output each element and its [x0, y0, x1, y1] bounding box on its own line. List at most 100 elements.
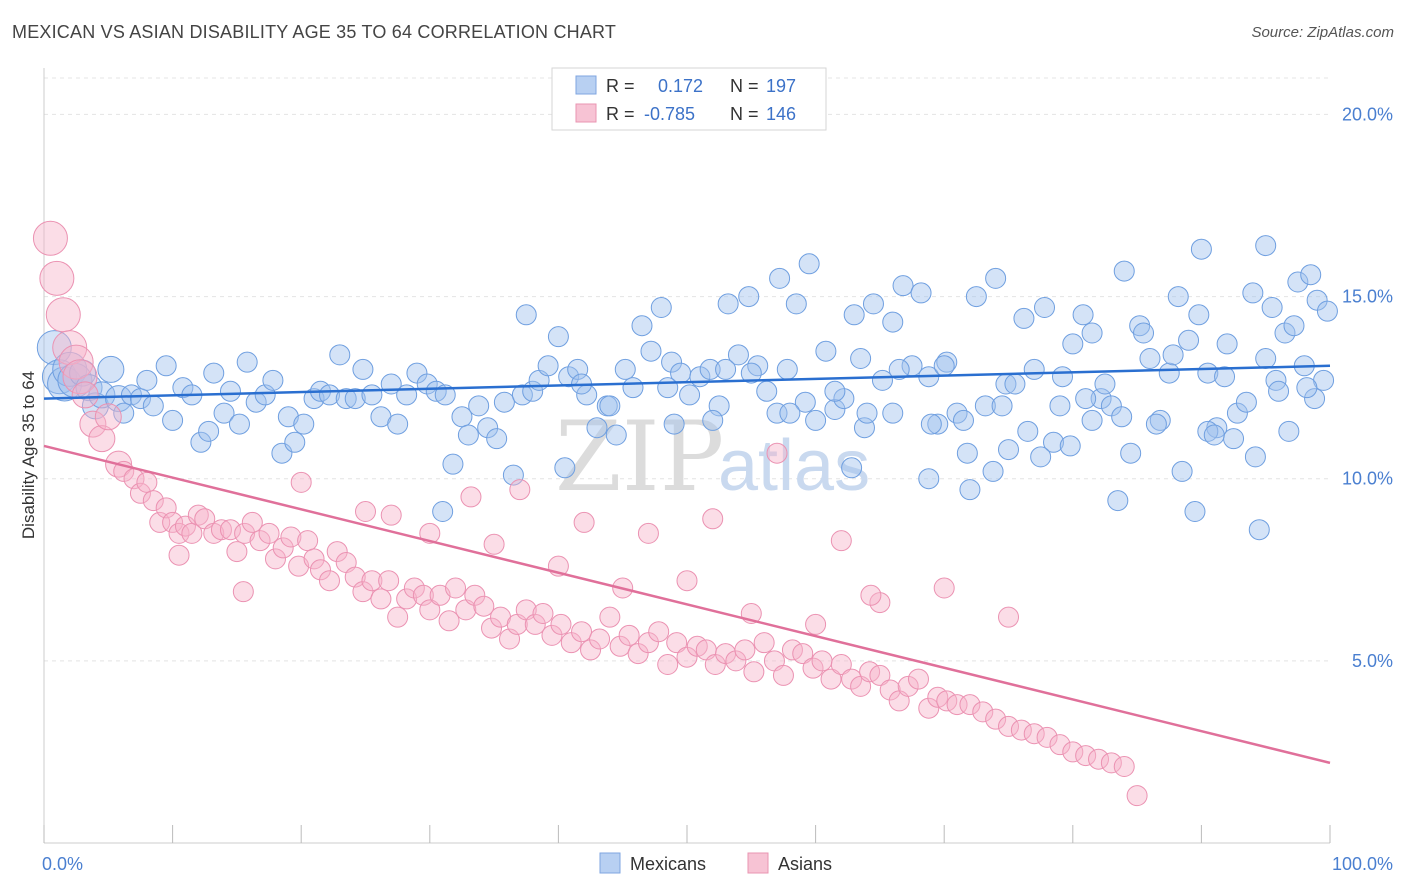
mexican-point [779, 402, 801, 424]
legend-n-label: N = [730, 104, 759, 124]
mexican-point [1034, 297, 1056, 318]
mexican-point [1120, 442, 1142, 464]
asian-point [249, 530, 271, 552]
asian-point [58, 344, 94, 380]
mexican-point [1197, 420, 1219, 442]
mexican-point [1030, 446, 1052, 468]
mexican-point [432, 501, 454, 522]
trend-lines [43, 364, 1331, 765]
mexican-point [387, 413, 409, 435]
mexican-point [1223, 428, 1245, 450]
asian-point [1088, 748, 1110, 770]
mexican-point [344, 388, 366, 410]
asian-point [210, 519, 232, 541]
asian-point [933, 577, 955, 599]
mexican-point [824, 399, 846, 420]
mexican-point [1139, 348, 1161, 369]
asian-point [676, 570, 698, 592]
asian-point [241, 511, 263, 533]
asian-point [618, 624, 640, 646]
asian-point [234, 522, 256, 544]
asian-point [802, 657, 824, 679]
asian-point [1075, 745, 1097, 767]
mexican-point [702, 409, 724, 431]
asian-point [550, 613, 572, 635]
asian-point [219, 519, 241, 541]
bottom-legend-swatch-mexicans [599, 852, 621, 874]
asian-point [226, 541, 248, 563]
mexican-point [740, 362, 762, 384]
asian-point [52, 330, 88, 366]
mexican-point [738, 286, 760, 308]
mexican-point [1043, 431, 1065, 453]
mexican-point [142, 395, 164, 417]
mexican-point [776, 358, 798, 380]
mexican-point [1059, 435, 1081, 457]
legend-box: R = 0.172 N = 197 R = -0.785 N = 146 [551, 67, 827, 131]
mexican-point [228, 413, 250, 435]
asian-point [869, 592, 891, 614]
mexican-point [882, 402, 904, 424]
asian-point [830, 530, 852, 552]
mexican-point [661, 351, 683, 373]
asian-point [71, 381, 99, 409]
mexican-point [679, 384, 701, 406]
asian-point [918, 697, 940, 719]
mexican-point [1133, 322, 1155, 344]
asian-point [860, 584, 882, 606]
asian-point [599, 606, 621, 628]
asian-point [792, 643, 814, 665]
mexican-point [486, 428, 508, 450]
asian-point [811, 650, 833, 672]
mexican-point [1113, 260, 1135, 282]
mexican-point [657, 377, 679, 399]
mexican-point [910, 282, 932, 304]
mexican-point [1287, 271, 1309, 293]
source-label: Source: ZipAtlas.com [1251, 24, 1394, 41]
bottom-legend-swatch-asians [747, 852, 769, 874]
mexican-point [1107, 490, 1129, 512]
y-axis-label: Disability Age 35 to 64 [19, 371, 38, 539]
legend-n-value: 197 [766, 76, 796, 96]
mexican-point [515, 304, 537, 326]
asian-point [309, 559, 331, 581]
mexican-point [352, 358, 374, 380]
mexican-point [1167, 286, 1189, 308]
asian-point [483, 533, 505, 555]
mexican-point [329, 344, 351, 366]
mexican-point [798, 253, 820, 275]
asian-point [541, 624, 563, 646]
mexican-point [927, 413, 949, 435]
asian-point [772, 664, 794, 686]
asian-point [136, 471, 158, 493]
mexican-point [841, 457, 863, 479]
asian-point [318, 570, 340, 592]
mexican-point [1017, 420, 1039, 442]
asian-point [1049, 734, 1071, 756]
mexican-point [815, 340, 837, 362]
mexican-point [236, 351, 258, 373]
mexican-point [1052, 366, 1074, 388]
asian-point [734, 639, 756, 661]
mexican-point [862, 293, 884, 315]
mexican-point [699, 358, 721, 380]
asian-point [637, 522, 659, 544]
asian-point [820, 668, 842, 690]
mexican-point [769, 267, 791, 289]
bottom-legend: Mexicans Asians [599, 852, 832, 874]
asian-point [396, 588, 418, 610]
mexican-point [882, 311, 904, 333]
asian-point [168, 544, 190, 566]
mexican-point [933, 355, 955, 377]
mexican-point [631, 315, 653, 337]
mexican-point [1075, 388, 1097, 410]
mexican-point [622, 377, 644, 399]
mexican-point [361, 384, 383, 406]
mexican-point [982, 460, 1004, 482]
asian-point [303, 548, 325, 570]
mexican-point [477, 417, 499, 439]
mexican-point [920, 413, 942, 435]
mexican-point [936, 351, 958, 373]
asian-point [403, 577, 425, 599]
asian-point [959, 694, 981, 716]
